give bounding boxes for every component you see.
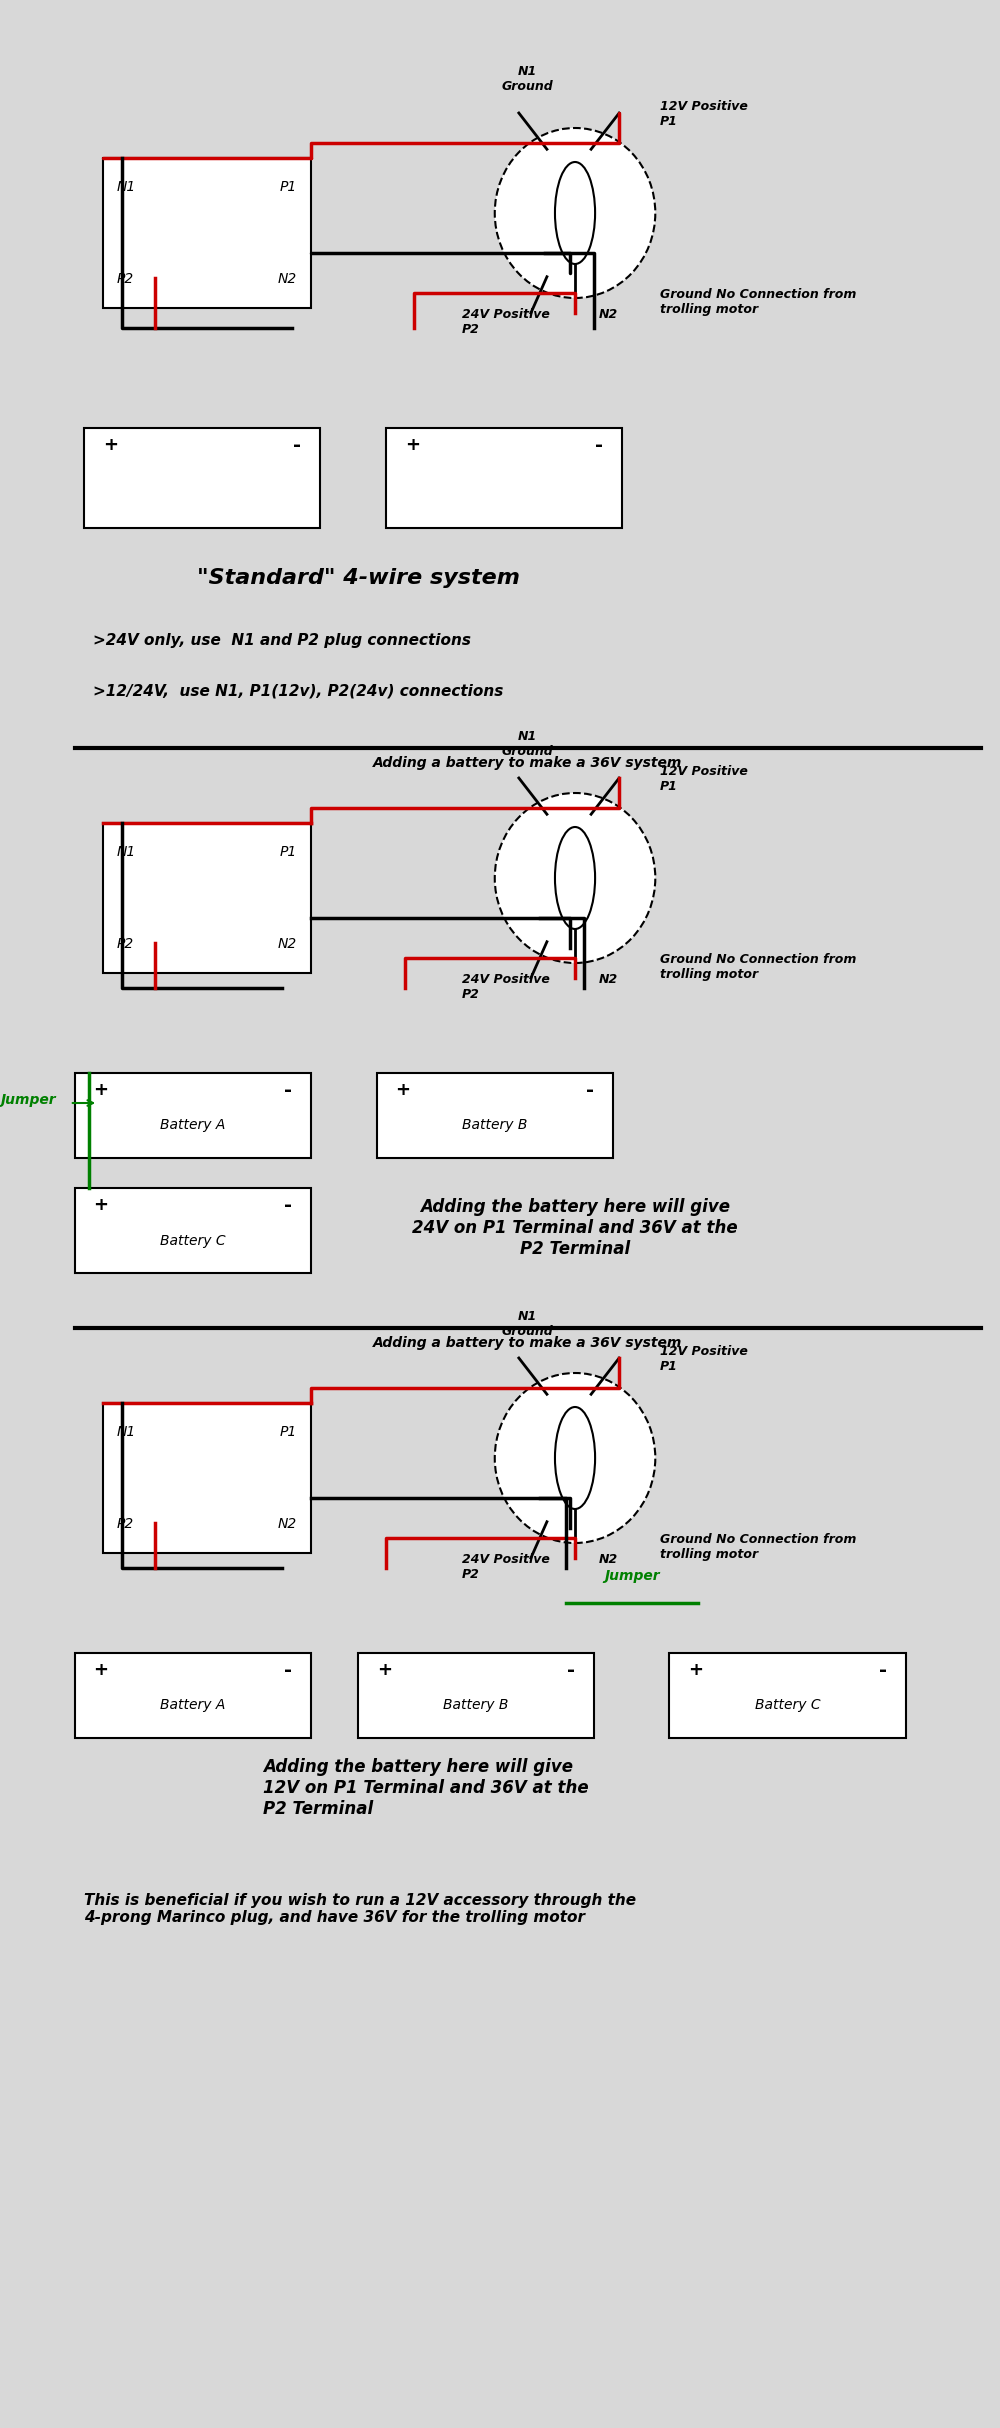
Text: N1
Ground: N1 Ground <box>502 1311 554 1338</box>
FancyBboxPatch shape <box>377 1073 613 1158</box>
Text: Adding a battery to make a 36V system: Adding a battery to make a 36V system <box>373 755 682 770</box>
FancyBboxPatch shape <box>103 1403 311 1554</box>
Text: Battery A: Battery A <box>160 1700 225 1712</box>
Text: N2: N2 <box>599 1554 618 1566</box>
Text: Adding a battery to make a 36V system: Adding a battery to make a 36V system <box>373 1335 682 1350</box>
Text: 24V Positive
P2: 24V Positive P2 <box>462 308 550 335</box>
Text: -: - <box>595 437 603 454</box>
Text: -: - <box>879 1661 887 1680</box>
Text: -: - <box>284 1080 292 1100</box>
Text: -: - <box>293 437 301 454</box>
FancyBboxPatch shape <box>103 158 311 308</box>
Text: Battery C: Battery C <box>755 1700 820 1712</box>
Text: >24V only, use  N1 and P2 plug connections: >24V only, use N1 and P2 plug connection… <box>93 634 471 648</box>
Circle shape <box>495 794 655 964</box>
Text: Ground No Connection from
trolling motor: Ground No Connection from trolling motor <box>660 1532 856 1561</box>
Ellipse shape <box>555 163 595 265</box>
Text: 12V Positive
P1: 12V Positive P1 <box>660 100 748 129</box>
Text: +: + <box>103 437 118 454</box>
FancyBboxPatch shape <box>669 1653 906 1738</box>
Text: +: + <box>688 1661 703 1680</box>
Text: >12/24V,  use N1, P1(12v), P2(24v) connections: >12/24V, use N1, P1(12v), P2(24v) connec… <box>93 682 504 697</box>
FancyBboxPatch shape <box>75 1653 311 1738</box>
Text: N1: N1 <box>117 1425 136 1440</box>
Text: Adding the battery here will give
12V on P1 Terminal and 36V at the
P2 Terminal: Adding the battery here will give 12V on… <box>263 1758 589 1819</box>
Text: -: - <box>586 1080 594 1100</box>
FancyBboxPatch shape <box>103 823 311 974</box>
Text: N1
Ground: N1 Ground <box>502 731 554 758</box>
Text: N2: N2 <box>599 974 618 986</box>
Text: -: - <box>284 1197 292 1214</box>
FancyBboxPatch shape <box>84 427 320 527</box>
Text: N1
Ground: N1 Ground <box>502 66 554 92</box>
Text: N1: N1 <box>117 845 136 860</box>
Text: N2: N2 <box>277 1518 296 1532</box>
Text: 24V Positive
P2: 24V Positive P2 <box>462 974 550 1000</box>
Text: Jumper: Jumper <box>604 1568 660 1583</box>
Text: Battery A: Battery A <box>160 1119 225 1131</box>
Text: +: + <box>93 1197 108 1214</box>
Text: +: + <box>377 1661 392 1680</box>
Text: 24V Positive
P2: 24V Positive P2 <box>462 1554 550 1581</box>
Text: This is beneficial if you wish to run a 12V accessory through the
4-prong Marinc: This is beneficial if you wish to run a … <box>84 1894 636 1925</box>
Text: +: + <box>93 1661 108 1680</box>
Text: P2: P2 <box>117 272 134 287</box>
Text: Ground No Connection from
trolling motor: Ground No Connection from trolling motor <box>660 289 856 316</box>
Text: P1: P1 <box>279 1425 296 1440</box>
Text: Adding the battery here will give
24V on P1 Terminal and 36V at the
P2 Terminal: Adding the battery here will give 24V on… <box>412 1197 738 1258</box>
FancyBboxPatch shape <box>386 427 622 527</box>
Text: 12V Positive
P1: 12V Positive P1 <box>660 765 748 794</box>
Text: +: + <box>396 1080 411 1100</box>
Text: -: - <box>284 1661 292 1680</box>
Text: P1: P1 <box>279 180 296 194</box>
Text: P1: P1 <box>279 845 296 860</box>
FancyBboxPatch shape <box>358 1653 594 1738</box>
Circle shape <box>495 129 655 299</box>
Text: +: + <box>405 437 420 454</box>
Text: 12V Positive
P1: 12V Positive P1 <box>660 1345 748 1372</box>
Text: P2: P2 <box>117 1518 134 1532</box>
Text: Battery C: Battery C <box>160 1233 225 1248</box>
Text: P2: P2 <box>117 937 134 952</box>
Text: Battery B: Battery B <box>443 1700 509 1712</box>
Text: Jumper: Jumper <box>0 1093 56 1107</box>
Text: N2: N2 <box>277 937 296 952</box>
Text: Battery B: Battery B <box>462 1119 527 1131</box>
Text: N2: N2 <box>599 308 618 320</box>
FancyBboxPatch shape <box>75 1187 311 1272</box>
Ellipse shape <box>555 828 595 930</box>
Text: N2: N2 <box>277 272 296 287</box>
Text: "Standard" 4-wire system: "Standard" 4-wire system <box>197 568 520 588</box>
Text: -: - <box>567 1661 575 1680</box>
Circle shape <box>495 1372 655 1544</box>
Text: Ground No Connection from
trolling motor: Ground No Connection from trolling motor <box>660 954 856 981</box>
Ellipse shape <box>555 1406 595 1508</box>
Text: N1: N1 <box>117 180 136 194</box>
FancyBboxPatch shape <box>75 1073 311 1158</box>
Text: +: + <box>93 1080 108 1100</box>
